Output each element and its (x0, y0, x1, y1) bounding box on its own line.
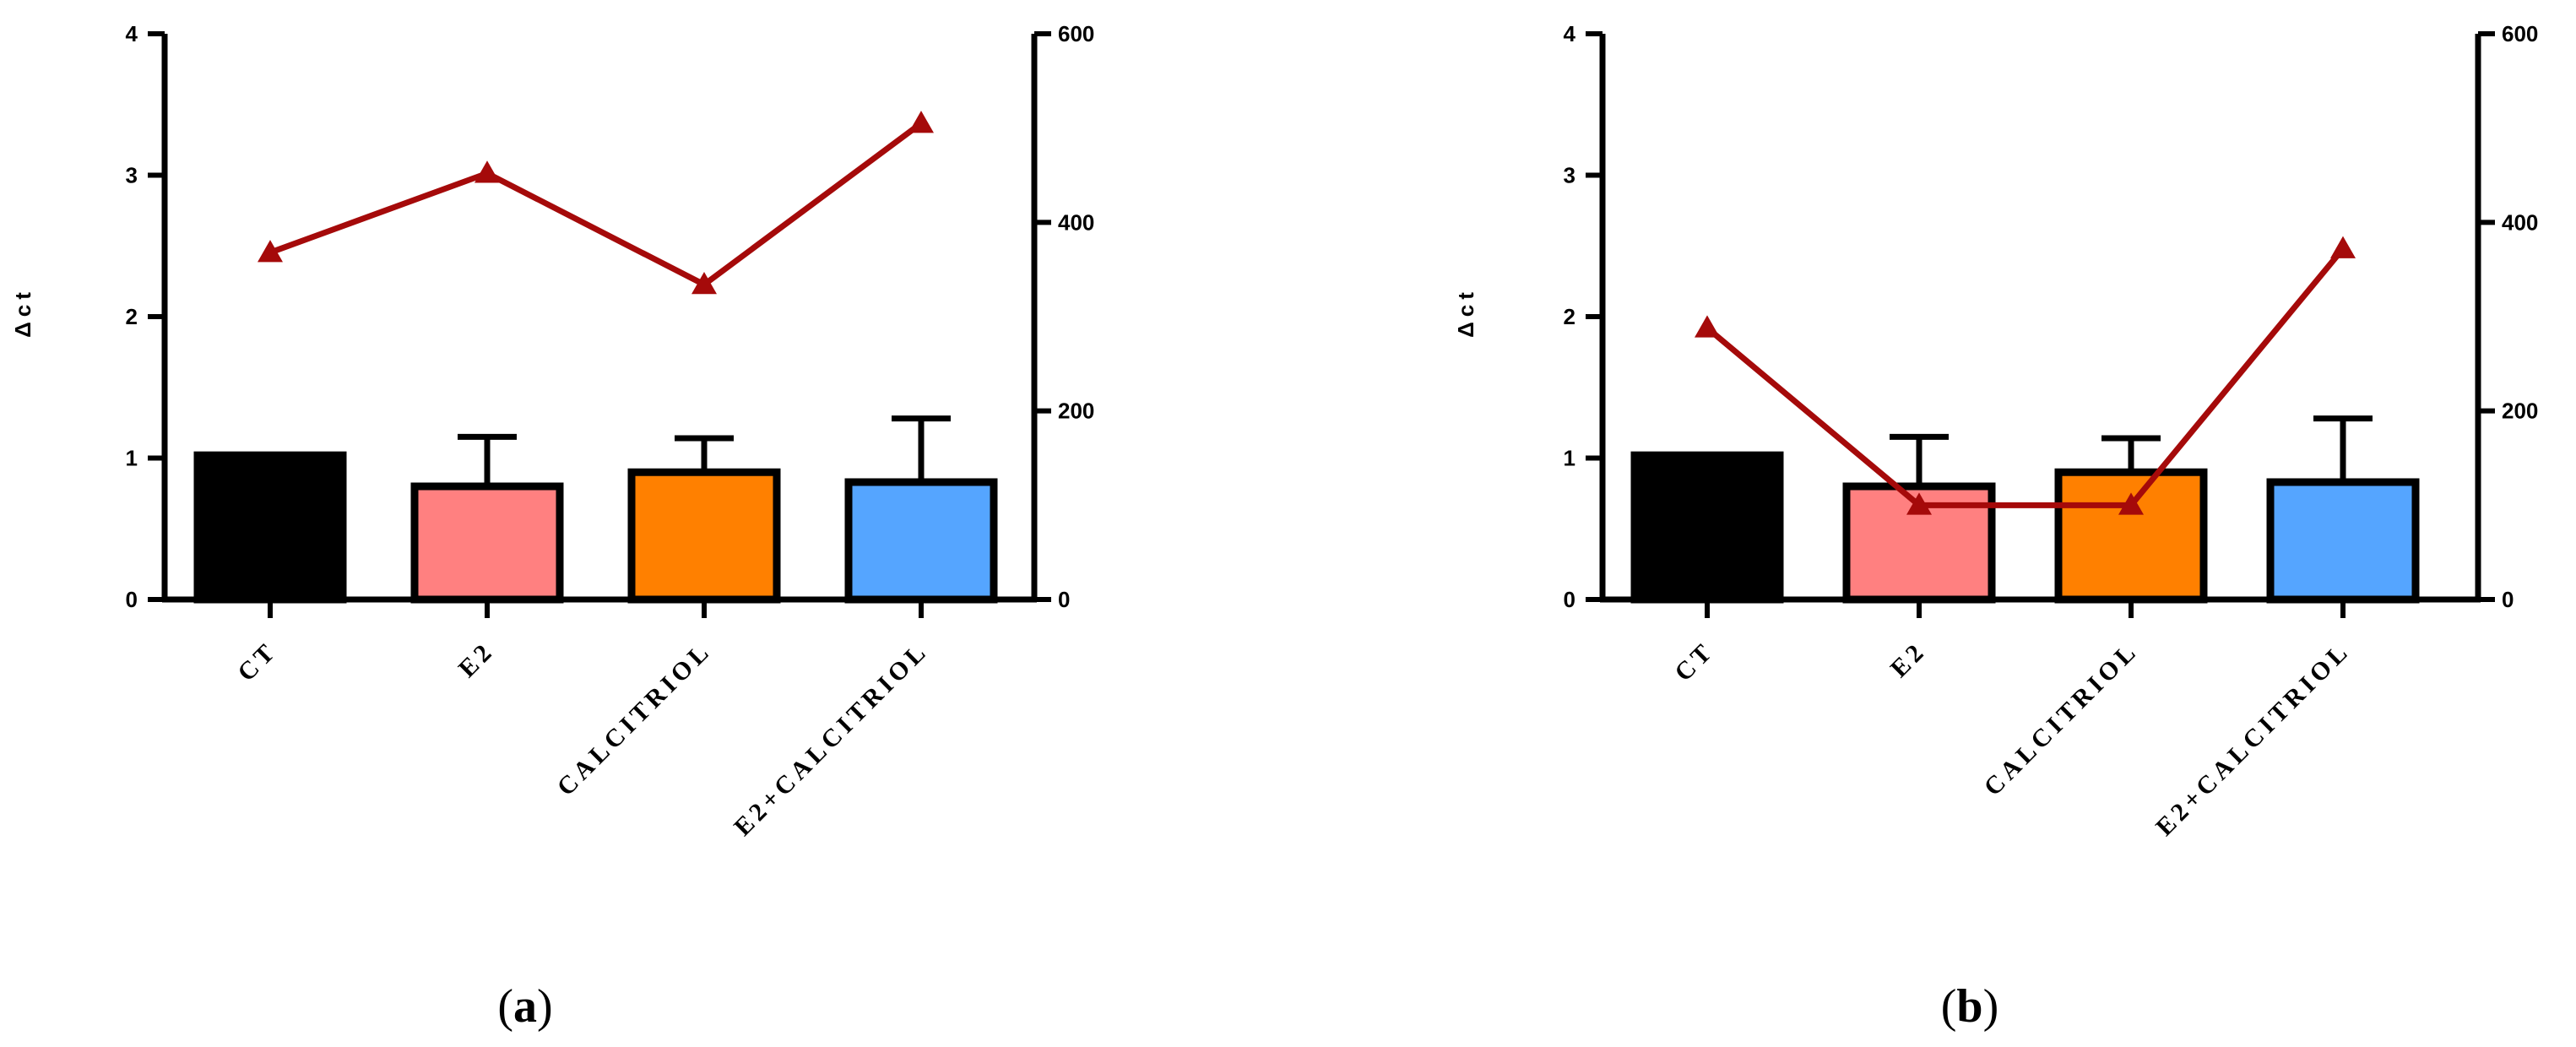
y-axis-title: Δct (1453, 287, 1478, 338)
chart-panel-b: 0 1 2 3 4 0 200 400 600 CT E2 CALCITRIOL E2+CALCITRI… (1453, 21, 2538, 1033)
y-tick-label: 3 (1564, 163, 1575, 188)
x-tick-label: CT (1669, 637, 1720, 687)
y2-tick-label: 200 (2502, 399, 2538, 424)
y-tick-label: 2 (1564, 304, 1575, 329)
panel-caption: (b) (1941, 980, 1998, 1033)
line-point-marker (2330, 236, 2356, 258)
bar-ct (193, 451, 347, 604)
bar-calcitriol (627, 468, 781, 604)
y2-tick-label: 400 (1058, 209, 1094, 235)
line-point-marker (475, 160, 500, 183)
y-tick-label: 1 (1564, 446, 1575, 471)
x-tick-label: CALCITRIOL (1979, 637, 2144, 801)
y2-tick-label: 0 (1058, 587, 1070, 612)
line-point-marker (258, 240, 283, 263)
x-tick-label: CALCITRIOL (552, 637, 717, 801)
line-point-marker (908, 111, 934, 133)
bar-e2-calcitriol (2266, 478, 2420, 604)
bar-ct (1630, 451, 1784, 604)
y-tick-label: 1 (126, 446, 138, 471)
x-tick-label: E2+CALCITRIOL (729, 637, 934, 842)
y2-tick-label: 600 (1058, 21, 1094, 46)
line-point-marker (1695, 315, 1720, 338)
x-tick-label: E2+CALCITRIOL (2150, 637, 2356, 842)
y2-tick-label: 600 (2502, 21, 2538, 46)
x-tick-label: CT (232, 637, 283, 687)
line-point-marker (1906, 492, 1932, 515)
y2-tick-label: 0 (2502, 587, 2514, 612)
line-point-marker (691, 272, 717, 295)
line-point-marker (2118, 492, 2144, 515)
y2-tick-label: 200 (1058, 399, 1094, 424)
y-axis-title: Δct (10, 287, 35, 338)
y-tick-label: 0 (126, 587, 138, 612)
y2-tick-label: 400 (2502, 209, 2538, 235)
x-tick-label: E2 (453, 637, 500, 683)
panel-caption: (a) (497, 980, 552, 1033)
y-tick-label: 2 (126, 304, 138, 329)
y-tick-label: 0 (1564, 587, 1575, 612)
line-series (1705, 247, 2346, 508)
bar-e2 (410, 482, 564, 604)
line-series (268, 121, 924, 289)
x-tick-label: E2 (1885, 637, 1932, 683)
bar-e2-calcitriol (844, 478, 998, 604)
y-tick-label: 3 (126, 163, 138, 188)
y-tick-label: 4 (126, 21, 138, 46)
bar-calcitriol (2054, 468, 2208, 604)
y-tick-label: 4 (1564, 21, 1576, 46)
chart-panel-a: 0 1 2 3 4 0 200 400 600 CT E2 CALCITRIOL E2+CALCITRI… (10, 21, 1094, 1033)
